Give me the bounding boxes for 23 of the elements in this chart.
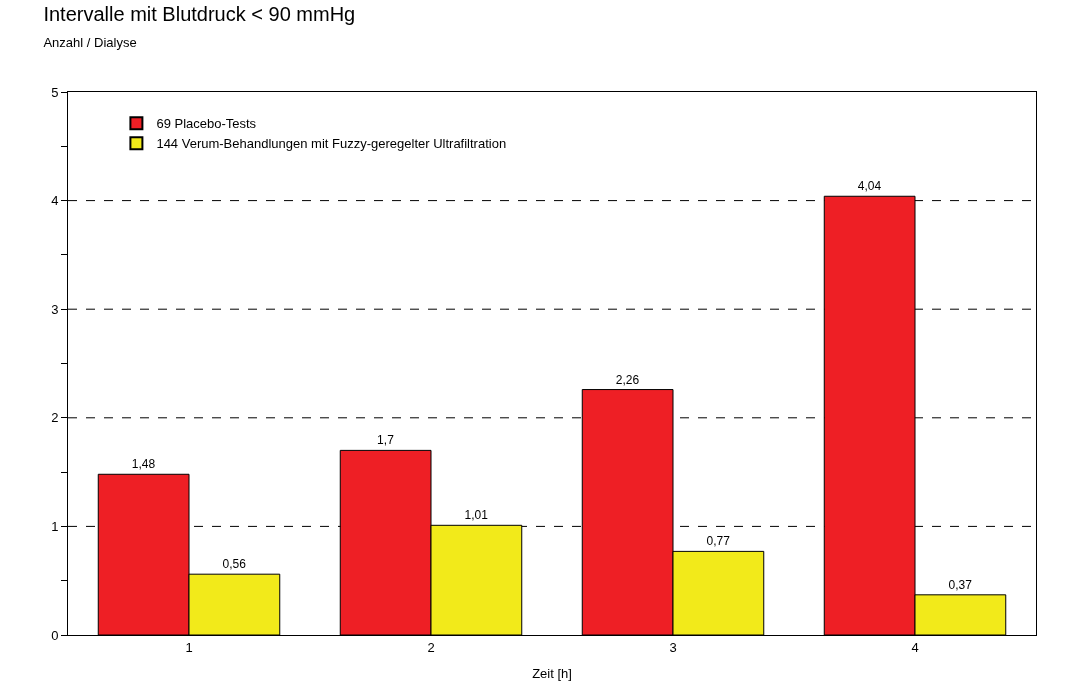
chart-title: Intervalle mit Blutdruck < 90 mmHg xyxy=(43,2,356,25)
legend-label: 144 Verum-Behandlungen mit Fuzzy-geregelter Ultrafiltration xyxy=(156,136,507,152)
data-label: 4,04 xyxy=(857,179,882,194)
y-tick-label: 1 xyxy=(51,518,59,534)
data-label: 1,48 xyxy=(131,457,156,472)
chart-subtitle: Anzahl / Dialyse xyxy=(43,34,137,50)
x-axis-title: Zeit [h] xyxy=(532,666,572,682)
data-label: 1,7 xyxy=(377,433,395,448)
legend-label: 69 Placebo-Tests xyxy=(156,116,257,132)
x-tick-label: 4 xyxy=(911,639,919,655)
x-tick-label: 1 xyxy=(185,639,193,655)
data-label: 0,77 xyxy=(706,534,731,549)
data-label: 0,56 xyxy=(222,557,247,572)
x-tick-label: 3 xyxy=(669,639,677,655)
y-tick-label: 3 xyxy=(51,301,59,317)
data-label: 1,01 xyxy=(464,508,489,523)
y-tick-label: 5 xyxy=(51,84,59,100)
data-label: 0,37 xyxy=(948,577,973,592)
x-tick-label: 2 xyxy=(427,639,435,655)
y-tick-label: 2 xyxy=(51,410,59,426)
data-label: 2,26 xyxy=(615,372,640,387)
y-tick-label: 0 xyxy=(51,627,59,643)
y-tick-label: 4 xyxy=(51,193,59,209)
